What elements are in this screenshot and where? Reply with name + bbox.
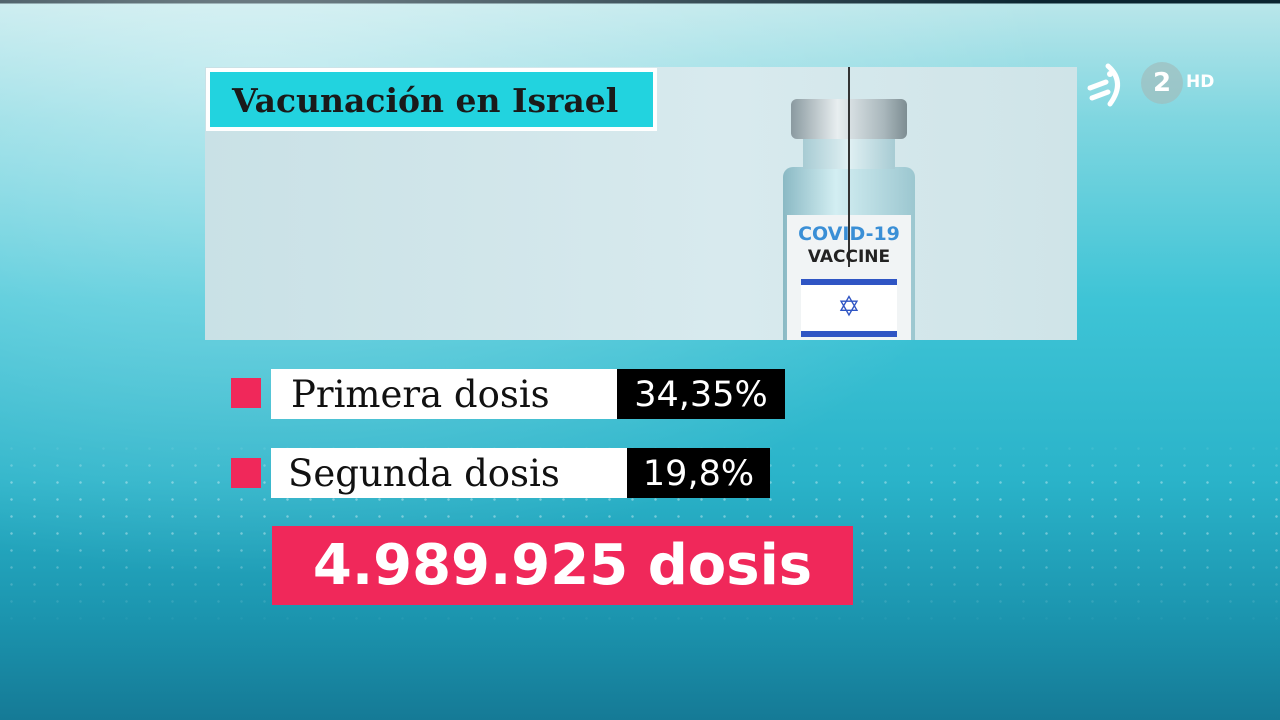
title-box: Vacunación en Israel <box>206 68 657 131</box>
vial-label-vaccine: VACCINE <box>807 247 891 267</box>
needle <box>848 67 850 267</box>
vial-label-covid: COVID-19 <box>798 223 900 245</box>
bullet-square <box>231 458 261 488</box>
vaccine-vial: COVID-19 VACCINE ✡ <box>783 67 915 340</box>
eitb-logo-icon <box>1087 63 1120 107</box>
channel-number: 2 <box>1141 62 1183 104</box>
stat-label-first: Primera dosis <box>271 369 617 419</box>
channel-logo: 2 HD <box>1086 60 1226 108</box>
stat-label-second: Segunda dosis <box>271 448 627 498</box>
israel-flag-icon: ✡ <box>801 279 897 337</box>
bullet-square <box>231 378 261 408</box>
page-title: Vacunación en Israel <box>232 81 619 120</box>
hd-badge: HD <box>1186 72 1215 92</box>
stat-value-first: 34,35% <box>617 369 785 419</box>
total-doses: 4.989.925 dosis <box>272 526 853 605</box>
stat-value-second: 19,8% <box>627 448 770 498</box>
